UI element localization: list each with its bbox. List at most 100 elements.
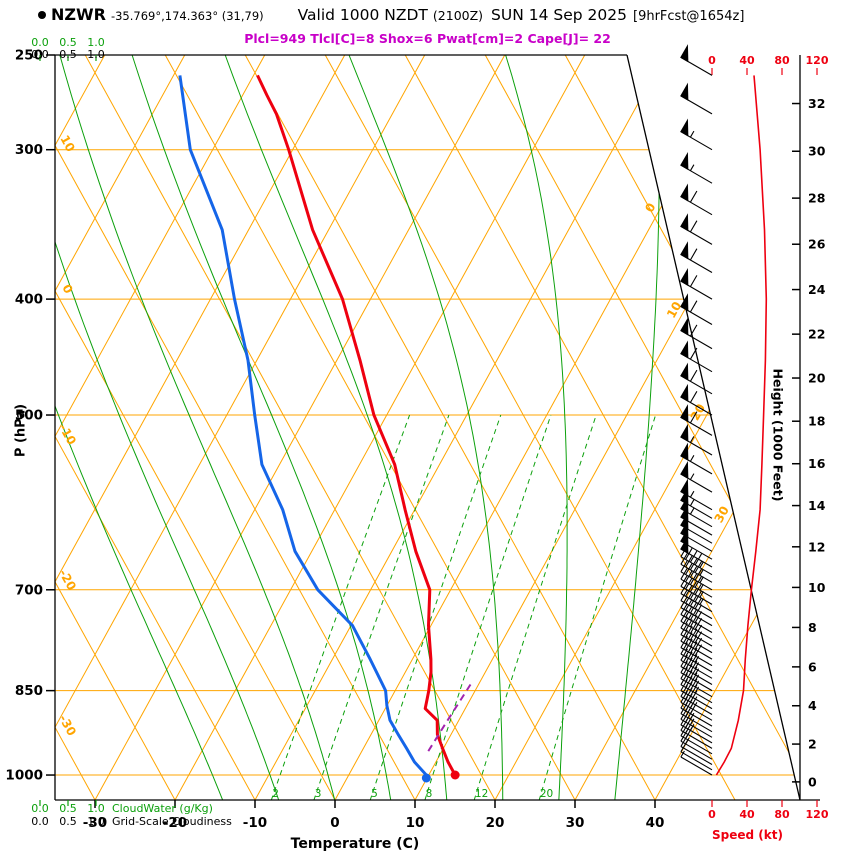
valid-utc-label: (2100Z) bbox=[432, 8, 484, 23]
adiabat-label: -20 bbox=[56, 567, 79, 593]
speed-axis-title: Speed (kt) bbox=[712, 828, 783, 842]
dry-adiabat-line bbox=[324, 55, 736, 800]
moist-adiabat-line bbox=[505, 55, 568, 800]
isotherm-label: 0 bbox=[642, 201, 658, 215]
scale-tick: 1.0 bbox=[87, 36, 105, 49]
pressure-tick-label: 500 bbox=[15, 408, 43, 424]
mixing-ratio-label: 3 bbox=[315, 788, 322, 800]
temperature-tick-label: -20 bbox=[163, 815, 187, 831]
height-tick-label: 18 bbox=[808, 414, 825, 429]
height-tick-label: 16 bbox=[808, 456, 826, 471]
pressure-tick-label: 850 bbox=[15, 683, 43, 699]
surface-dewpoint-dot bbox=[421, 773, 431, 783]
dry-adiabat-line bbox=[55, 55, 256, 800]
temperature-tick-label: 10 bbox=[406, 815, 425, 831]
isotherm-line bbox=[94, 55, 506, 800]
parcel-path-curve bbox=[427, 683, 472, 752]
pressure-tick-label: 700 bbox=[15, 582, 43, 598]
dry-adiabat-line bbox=[484, 55, 800, 800]
height-tick-label: 6 bbox=[808, 659, 817, 674]
pressure-tick-label: 300 bbox=[15, 142, 43, 158]
wind-barb bbox=[680, 751, 713, 771]
moist-adiabat-line bbox=[131, 55, 392, 800]
height-tick-label: 22 bbox=[808, 327, 825, 342]
isotherm-line bbox=[254, 55, 666, 800]
temperature-tick-label: 40 bbox=[646, 815, 665, 831]
wind-speed-curve bbox=[715, 75, 768, 776]
surface-temp-dot bbox=[450, 770, 460, 780]
speed-tick-label: 120 bbox=[806, 808, 829, 821]
station-coords: -35.769°,174.363° (31,79) bbox=[110, 9, 264, 23]
cloudwater-title: CloudWater (g/Kg) bbox=[112, 802, 213, 815]
speed-tick-label: 80 bbox=[774, 808, 790, 821]
speed-tick-label: 40 bbox=[739, 808, 755, 821]
isotherm-line bbox=[55, 55, 266, 800]
mixing-ratio-line bbox=[369, 414, 502, 800]
scale-tick: 0.5 bbox=[59, 48, 77, 61]
dry-adiabat-line bbox=[55, 55, 416, 800]
scale-tick: 1.0 bbox=[87, 802, 105, 815]
isotherm-line bbox=[494, 55, 800, 800]
corner-cut-line bbox=[626, 54, 801, 801]
moist-adiabat-line bbox=[224, 55, 448, 800]
plot-frame bbox=[54, 54, 820, 801]
speed-tick-label: 0 bbox=[708, 808, 716, 821]
wind-barb bbox=[680, 729, 713, 749]
scale-tick: 0.0 bbox=[31, 815, 49, 828]
dry-adiabat-line bbox=[84, 55, 496, 800]
pressure-tick-label: 250 bbox=[15, 48, 43, 64]
scale-tick: 0.5 bbox=[59, 802, 77, 815]
moist-adiabat-line bbox=[55, 55, 280, 800]
valid-time-label: Valid 1000 NZDT bbox=[297, 6, 428, 24]
height-tick-label: 28 bbox=[808, 191, 825, 206]
isotherm-label: 10 bbox=[664, 299, 684, 320]
station-label: NZWR bbox=[51, 5, 106, 24]
speed-tick-label: 0 bbox=[708, 54, 716, 67]
header: NZWR -35.769°,174.363° (31,79) Valid 100… bbox=[38, 5, 744, 24]
mixing-ratio-label: 12 bbox=[475, 788, 488, 800]
temperature-tick-label: 30 bbox=[566, 815, 585, 831]
wind-barb bbox=[680, 756, 713, 776]
scale-tick: 0.0 bbox=[31, 36, 49, 49]
adiabat-label: -30 bbox=[56, 712, 79, 738]
station-dot-icon bbox=[38, 10, 46, 19]
speed-tick-label: 80 bbox=[774, 54, 790, 67]
temperature-tick-label: -10 bbox=[243, 815, 267, 831]
mixing-ratio-line bbox=[473, 414, 597, 800]
pressure-axis-title: P (hPa) bbox=[13, 403, 29, 458]
mixing-ratio-label: 20 bbox=[540, 788, 553, 800]
height-tick-label: 0 bbox=[808, 774, 817, 789]
wind-barb bbox=[680, 746, 713, 765]
forecast-offset-label: [9hrFcst@1654z] bbox=[633, 9, 745, 24]
isotherm-line bbox=[55, 55, 426, 800]
temperature-tick-label: 20 bbox=[486, 815, 505, 831]
height-tick-label: 20 bbox=[808, 371, 826, 386]
mixing-ratio-line bbox=[538, 414, 657, 800]
mixing-ratio-label: 8 bbox=[426, 788, 433, 800]
moist-adiabat-line bbox=[348, 55, 504, 800]
speed-tick-label: 40 bbox=[739, 54, 755, 67]
temperature-axis-title: Temperature (C) bbox=[290, 836, 420, 852]
mixing-ratio-line bbox=[270, 414, 411, 800]
isotherm-label: 30 bbox=[712, 504, 732, 525]
pressure-tick-label: 400 bbox=[15, 292, 43, 308]
mixing-ratio-label: 2 bbox=[272, 788, 279, 800]
parcel-params-line: Plcl=949 Tlcl[C]=8 Shox=6 Pwat[cm]=2 Cap… bbox=[244, 31, 611, 46]
mixing-ratio-line bbox=[313, 414, 450, 800]
scale-tick: 0.5 bbox=[59, 36, 77, 49]
scale-tick: 0.0 bbox=[31, 802, 49, 815]
height-tick-label: 4 bbox=[808, 698, 817, 713]
height-tick-label: 2 bbox=[808, 737, 817, 752]
height-axis-title: Height (1000 Feet) bbox=[770, 368, 786, 502]
scale-tick: 0.5 bbox=[59, 815, 77, 828]
valid-date-label: SUN 14 Sep 2025 bbox=[491, 6, 627, 24]
dry-adiabat-line bbox=[164, 55, 576, 800]
dry-adiabat-line bbox=[55, 55, 176, 800]
scale-tick: 0.0 bbox=[31, 48, 49, 61]
wind-barbs bbox=[680, 44, 713, 776]
dewpoint-curve bbox=[178, 75, 428, 777]
isotherm-line bbox=[654, 55, 800, 800]
pressure-tick-label: 1000 bbox=[5, 768, 43, 784]
dry-adiabat-line bbox=[244, 55, 656, 800]
